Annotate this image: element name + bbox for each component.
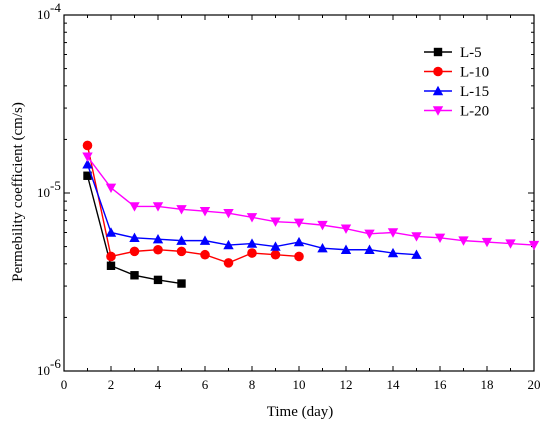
y-tick-label: 10	[37, 185, 50, 200]
y-tick-exponent: -4	[50, 0, 61, 15]
data-point	[106, 261, 116, 270]
data-point	[129, 232, 140, 243]
data-point	[153, 275, 163, 285]
data-point	[153, 244, 163, 255]
x-tick-label: 12	[340, 377, 353, 392]
data-point	[247, 248, 257, 258]
data-point	[270, 249, 281, 260]
x-tick-label: 4	[155, 377, 162, 392]
x-tick-label: 14	[387, 377, 401, 392]
data-point	[505, 239, 516, 249]
data-point	[176, 235, 187, 245]
data-point	[129, 246, 140, 257]
x-axis-title: Time (day)	[267, 404, 334, 420]
x-tick-label: 18	[481, 377, 494, 392]
data-point	[82, 159, 93, 169]
data-point	[293, 218, 305, 229]
series-line	[86, 156, 535, 246]
series-line	[86, 175, 182, 285]
x-tick-label: 8	[249, 377, 256, 392]
data-point	[152, 234, 164, 244]
legend-label: L-5	[460, 45, 482, 61]
x-tick-label: 20	[528, 377, 541, 392]
data-point	[364, 229, 375, 239]
series-layer	[82, 140, 540, 288]
data-point	[434, 233, 446, 244]
data-point	[105, 227, 117, 237]
y-tick-label: 10	[37, 363, 50, 378]
data-point	[152, 202, 164, 212]
data-point	[176, 205, 187, 215]
legend-item-l-5: L-5	[424, 45, 482, 61]
series-line	[86, 145, 300, 264]
series-l-20	[82, 152, 540, 251]
data-point	[82, 152, 93, 162]
legend-marker	[432, 106, 444, 116]
data-point	[364, 244, 375, 254]
legend-item-l-15: L-15	[424, 84, 489, 100]
data-point	[199, 207, 211, 217]
legend-item-l-20: L-20	[424, 104, 489, 120]
series-l-15	[82, 159, 422, 259]
series-l-10	[82, 140, 304, 268]
legend-label: L-15	[460, 84, 489, 100]
data-point	[481, 237, 493, 248]
data-point	[246, 238, 258, 248]
legend-marker	[432, 85, 444, 96]
data-point	[317, 220, 328, 231]
data-point	[340, 224, 352, 234]
data-point	[130, 271, 139, 280]
data-point	[270, 217, 281, 227]
y-tick-label: 10	[37, 7, 50, 22]
data-point	[387, 247, 399, 258]
data-point	[223, 209, 234, 219]
data-point	[83, 171, 92, 180]
x-tick-label: 10	[293, 377, 306, 392]
y-tick-exponent: -6	[50, 356, 61, 371]
y-axis-title: Permebility coefficient (cm/s)	[10, 102, 26, 282]
data-point	[270, 241, 281, 251]
data-point	[106, 251, 116, 262]
data-point	[129, 202, 140, 212]
legend-marker	[433, 66, 443, 77]
legend-label: L-20	[460, 104, 489, 120]
data-point	[458, 236, 469, 246]
data-point	[223, 239, 234, 250]
data-point	[200, 249, 210, 260]
x-tick-label: 16	[434, 377, 448, 392]
data-point	[105, 183, 117, 193]
data-point	[199, 235, 211, 245]
data-point	[82, 140, 93, 151]
x-tick-label: 6	[202, 377, 209, 392]
data-point	[293, 236, 305, 247]
legend-marker	[433, 47, 443, 57]
legend-label: L-10	[460, 65, 489, 81]
data-point	[411, 249, 422, 259]
data-point	[177, 279, 186, 288]
x-tick-label: 0	[61, 377, 68, 392]
data-point	[387, 228, 399, 238]
series-l-5	[83, 171, 186, 288]
data-point	[528, 240, 540, 251]
data-point	[411, 232, 422, 242]
data-point	[176, 246, 187, 257]
data-point	[223, 258, 234, 268]
y-tick-exponent: -5	[50, 178, 61, 193]
legend-item-l-10: L-10	[424, 65, 489, 81]
data-point	[246, 213, 258, 223]
data-point	[294, 251, 304, 262]
legend: L-5 L-10 L-15 L-20	[424, 45, 489, 120]
data-point	[317, 242, 328, 253]
data-point	[340, 244, 352, 254]
x-tick-label: 2	[108, 377, 115, 392]
